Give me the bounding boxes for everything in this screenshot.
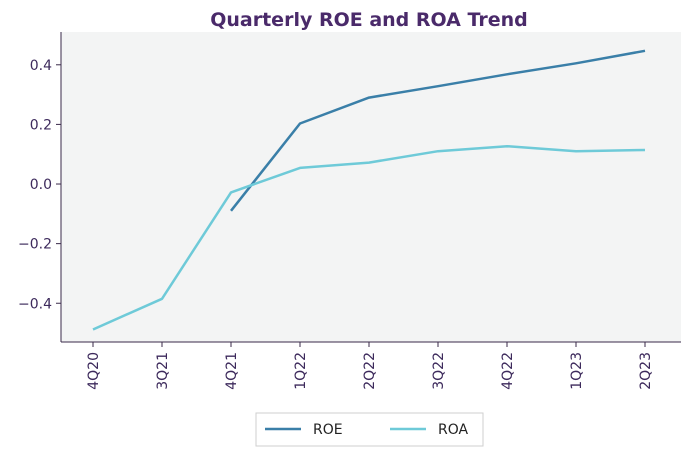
x-tick-label: 2Q22: [362, 352, 378, 390]
x-tick-label: 3Q21: [155, 352, 171, 390]
x-axis: 4Q20 3Q21 4Q21 1Q22 2Q22 3Q22 4Q22 1Q23 2Q23: [61, 341, 681, 390]
legend-label-roe: ROE: [313, 422, 343, 438]
x-tick-label: 4Q20: [86, 352, 102, 390]
chart-title: Quarterly ROE and ROA Trend: [210, 9, 528, 31]
x-tick-label: 1Q22: [293, 352, 309, 390]
x-tick-label: 2Q23: [638, 352, 654, 390]
x-tick-label: 4Q21: [224, 352, 240, 390]
legend-frame: [255, 412, 484, 447]
series-line-roa: [92, 144, 646, 331]
x-tick-label: 3Q22: [431, 352, 447, 390]
series-line-roe: [230, 49, 646, 212]
x-tick-label: 4Q22: [500, 352, 516, 390]
legend: ROE ROA: [255, 412, 484, 447]
legend-label-roa: ROA: [438, 422, 469, 438]
y-tick-label: −0.2: [18, 237, 52, 253]
y-tick-label: −0.4: [18, 296, 52, 312]
x-tick-label: 1Q23: [569, 352, 585, 390]
series-layer: [92, 49, 646, 331]
plot-area: [61, 32, 681, 342]
y-tick-label: 0.0: [30, 177, 52, 193]
y-axis: −0.4 −0.2 0.0 0.2 0.4: [18, 32, 62, 342]
y-tick-label: 0.2: [30, 117, 52, 133]
y-tick-label: 0.4: [30, 58, 52, 74]
